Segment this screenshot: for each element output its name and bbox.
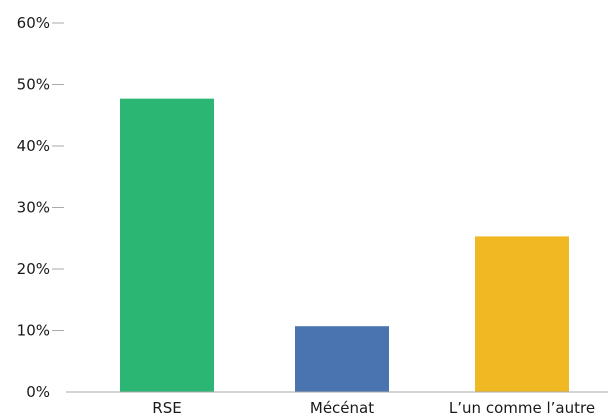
y-tick-label: 50%	[17, 76, 50, 94]
y-tick-label: 0%	[26, 383, 50, 401]
bar-3	[475, 236, 569, 392]
y-tick-label: 60%	[17, 14, 50, 32]
x-tick-label: L’un comme l’autre	[449, 399, 595, 417]
y-tick-label: 10%	[17, 322, 50, 340]
x-tick-label: RSE	[152, 399, 181, 417]
bar-1	[120, 98, 214, 393]
x-tick-label: Mécénat	[310, 399, 374, 417]
bars	[120, 98, 569, 393]
y-tick-label: 20%	[17, 260, 50, 278]
bar-2	[295, 326, 389, 392]
y-tick-label: 30%	[17, 199, 50, 217]
y-axis: 0% 10% 20% 30% 40% 50% 60%	[17, 14, 64, 401]
x-axis-labels: RSE Mécénat L’un comme l’autre	[152, 399, 595, 417]
y-tick-label: 40%	[17, 137, 50, 155]
